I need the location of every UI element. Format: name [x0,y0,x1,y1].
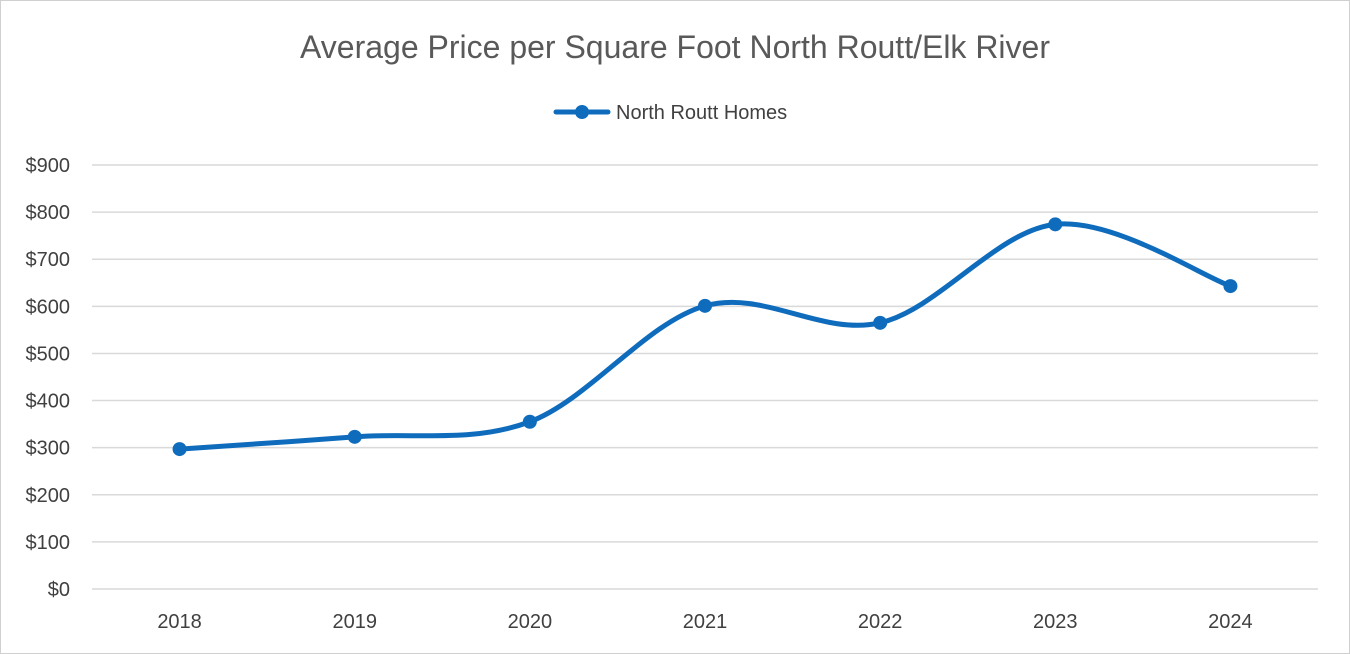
legend-dot-marker [575,105,589,119]
series-line [177,221,1233,452]
data-point-2021 [698,298,712,313]
y-tick-label: $0 [48,579,70,601]
y-tick-label: $300 [26,438,71,460]
data-point-2023 [1048,217,1063,232]
y-tick-label: $800 [26,202,71,224]
x-tick-label: 2019 [332,611,377,633]
legend: North Routt Homes [553,102,787,124]
y-tick-label: $100 [26,532,71,554]
y-tick-label: $700 [26,249,71,271]
x-axis-tick-labels: 2018 2019 2020 2021 2022 2023 2024 [157,611,1252,633]
legend-label: North Routt Homes [616,102,787,124]
x-tick-label: 2020 [508,611,553,633]
x-tick-label: 2022 [858,611,903,633]
data-point-2018 [172,442,187,457]
y-tick-label: $900 [26,155,71,177]
y-tick-label: $200 [26,485,71,507]
data-point-2019 [347,429,362,444]
data-point-2024 [1223,279,1238,294]
y-tick-label: $600 [26,296,71,318]
chart-title: Average Price per Square Foot North Rout… [300,29,1050,65]
y-tick-label: $400 [26,391,71,413]
data-point-2020 [522,414,537,429]
data-point-2022 [873,315,888,330]
y-tick-label: $500 [26,343,71,365]
series-north-routt-homes [172,217,1238,457]
x-tick-label: 2023 [1033,611,1078,633]
gridlines [92,164,1318,590]
x-tick-label: 2021 [683,611,728,633]
x-tick-label: 2024 [1208,611,1253,633]
y-axis-tick-labels: $0 $100 $200 $300 $400 $500 $600 $700 $800 $900 [26,155,71,601]
x-tick-label: 2018 [157,611,202,633]
